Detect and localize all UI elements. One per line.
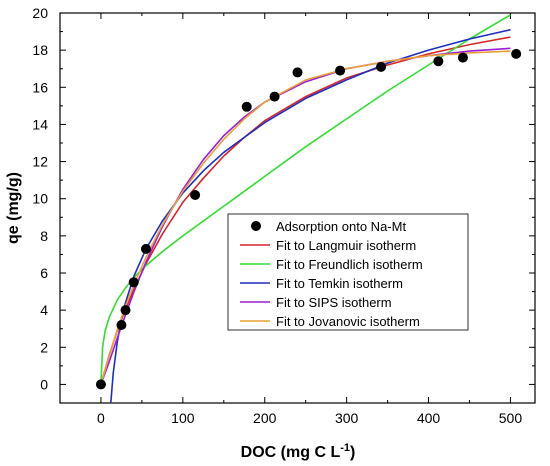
data-point — [95, 379, 106, 390]
legend-label-langmuir: Fit to Langmuir isotherm — [276, 238, 416, 253]
y-tick-label: 12 — [32, 154, 48, 170]
freundlich-fit-line — [100, 14, 511, 385]
data-point — [511, 48, 522, 59]
x-tick-label: 400 — [417, 410, 441, 426]
data-point — [140, 243, 151, 254]
x-axis-title-end: ) — [350, 444, 355, 461]
y-tick-label: 2 — [40, 339, 48, 355]
data-point — [376, 61, 387, 72]
x-tick-label: 100 — [171, 410, 195, 426]
x-axis-title-superscript: -1 — [340, 442, 350, 454]
x-axis-title-main: DOC (mg C L — [241, 444, 341, 461]
axes-layer: 0 100 200 300 400 500 0 2 4 6 8 10 12 14 16 18 20 — [32, 5, 535, 426]
data-point — [292, 67, 303, 78]
legend-marker-points — [251, 221, 261, 231]
x-tick-label: 500 — [499, 410, 523, 426]
data-point — [269, 91, 280, 102]
plot-frame — [59, 12, 536, 404]
legend-label-temkin: Fit to Temkin isotherm — [276, 276, 403, 291]
legend-label-sips: Fit to SIPS isotherm — [276, 295, 392, 310]
y-tick-label: 4 — [40, 302, 48, 318]
legend: Adsorption onto Na-Mt Fit to Langmuir is… — [227, 213, 469, 331]
y-tick-label: 18 — [32, 42, 48, 58]
legend-label-freundlich: Fit to Freundlich isotherm — [276, 257, 423, 272]
y-tick-label: 8 — [40, 228, 48, 244]
y-tick-label: 0 — [40, 376, 48, 392]
points-layer — [95, 48, 522, 390]
data-point — [335, 65, 346, 76]
x-axis-title: DOC (mg C L-1) — [241, 442, 356, 461]
data-point — [120, 305, 131, 316]
y-tick-label: 6 — [40, 265, 48, 281]
data-point — [128, 277, 139, 288]
langmuir-fit-line — [100, 36, 511, 385]
data-point — [457, 52, 468, 63]
y-tick-label: 10 — [32, 191, 48, 207]
y-axis-title: qe (mg/g) — [5, 172, 22, 244]
legend-label-points: Adsorption onto Na-Mt — [276, 219, 406, 234]
data-point — [190, 190, 201, 200]
y-tick-label: 16 — [32, 79, 48, 95]
y-tick-label: 14 — [32, 116, 48, 132]
data-point — [116, 320, 127, 330]
x-tick-label: 200 — [253, 410, 277, 426]
x-tick-label: 0 — [97, 410, 105, 426]
data-point — [433, 56, 444, 67]
legend-box — [227, 213, 469, 331]
y-tick-label: 20 — [32, 5, 48, 21]
curves-layer — [100, 14, 511, 404]
legend-label-jovanovic: Fit to Jovanovic isotherm — [276, 314, 420, 329]
x-tick-label: 300 — [335, 410, 359, 426]
data-point — [241, 101, 252, 112]
